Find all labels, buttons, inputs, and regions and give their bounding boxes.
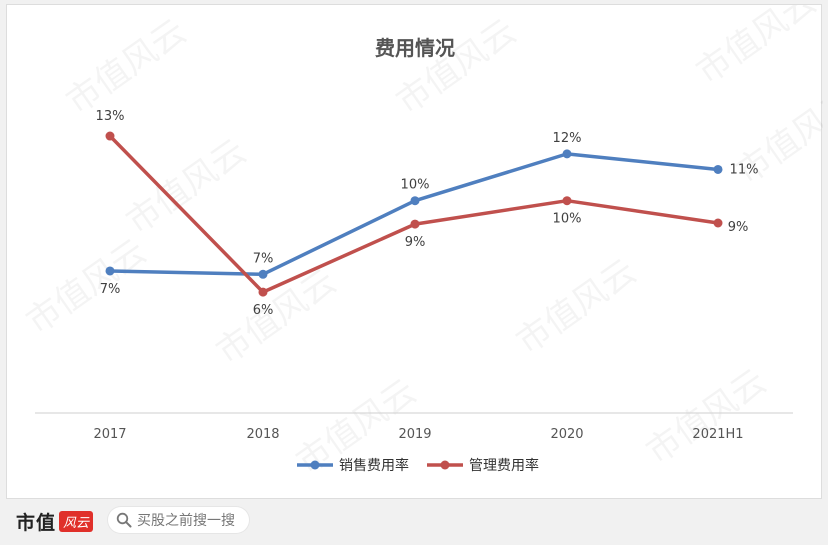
- data-labels: 7% 7% 10% 12% 11% 13% 6% 9% 10% 9%: [96, 109, 759, 318]
- data-label: 7%: [253, 251, 274, 266]
- data-point: [410, 219, 420, 229]
- watermark-text: 市值风云: [59, 12, 193, 123]
- data-label: 13%: [96, 109, 125, 124]
- brand-name: 市值: [16, 512, 57, 534]
- data-label: 6%: [253, 303, 274, 318]
- data-label: 9%: [405, 235, 426, 250]
- search-box[interactable]: 买股之前搜一搜: [108, 507, 249, 533]
- data-point: [105, 266, 115, 276]
- x-tick-labels: 2017 2018 2019 2020 2021H1: [93, 427, 743, 442]
- legend-label: 销售费用率: [339, 457, 409, 474]
- data-label: 10%: [553, 212, 582, 227]
- x-tick-label: 2019: [398, 427, 431, 442]
- data-point: [410, 196, 420, 206]
- legend-marker: [310, 460, 320, 470]
- legend-label: 管理费用率: [469, 457, 539, 474]
- watermark-text: 市值风云: [689, 5, 823, 92]
- data-point: [105, 131, 115, 141]
- data-label: 12%: [553, 131, 582, 146]
- data-point: [562, 149, 572, 159]
- data-label: 7%: [100, 282, 121, 297]
- data-point: [258, 269, 268, 279]
- legend: 销售费用率 管理费用率: [297, 457, 539, 474]
- watermark-text: 市值风云: [209, 262, 343, 373]
- data-point: [562, 196, 572, 206]
- x-tick-label: 2017: [93, 427, 126, 442]
- data-label: 9%: [728, 220, 749, 235]
- x-tick-label: 2018: [246, 427, 279, 442]
- brand-logo[interactable]: 市值 风云: [16, 508, 94, 535]
- legend-marker: [440, 460, 450, 470]
- data-point: [258, 287, 268, 297]
- data-point: [713, 218, 723, 228]
- search-icon: [116, 512, 132, 528]
- watermark-text: 市值风云: [19, 232, 153, 343]
- brand-mark: 风云: [59, 511, 94, 532]
- data-label: 11%: [730, 162, 759, 177]
- watermark-text: 市值风云: [509, 252, 643, 363]
- chart-title: 费用情况: [375, 36, 455, 60]
- data-label: 10%: [401, 178, 430, 193]
- footer-bar: 市值 风云 买股之前搜一搜: [0, 499, 828, 545]
- series-points: [105, 131, 723, 297]
- watermark-text: 市值风云: [389, 12, 523, 123]
- watermark-text: 市值风云: [119, 132, 253, 243]
- watermark-text: 市值风云: [639, 362, 773, 473]
- search-placeholder: 买股之前搜一搜: [137, 513, 235, 529]
- x-tick-label: 2020: [550, 427, 583, 442]
- x-tick-label: 2021H1: [692, 427, 743, 442]
- data-point: [713, 164, 723, 174]
- chart-card: 市值风云 市值风云 市值风云 市值风云 市值风云 市值风云 市值风云 市值风云 市值风云 市值风云…: [6, 4, 823, 499]
